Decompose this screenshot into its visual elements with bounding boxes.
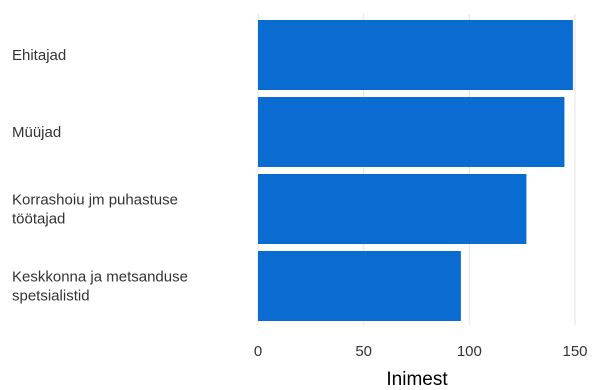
category-label: Ehitajad: [12, 47, 66, 64]
category-label: Keskkonna ja metsanduse spetsialistid: [12, 269, 188, 305]
x-tick-label: 100: [457, 343, 482, 360]
bar: [258, 20, 573, 90]
x-tick-labels: 0 50 100 150: [254, 343, 588, 360]
bar: [258, 97, 565, 167]
x-axis-title: Inimest: [386, 369, 448, 390]
x-tick-label: 150: [562, 343, 587, 360]
bar: [258, 174, 527, 244]
category-labels: Ehitajad Müüjad Korrashoiu jm puhastuse töö…: [12, 47, 188, 305]
x-tick-label: 0: [254, 343, 262, 360]
bars: [258, 20, 573, 321]
category-label: Korrashoiu jm puhastuse töötajad: [12, 192, 178, 228]
x-tick-label: 50: [355, 343, 372, 360]
bar: [258, 251, 461, 321]
category-label: Müüjad: [12, 124, 61, 141]
